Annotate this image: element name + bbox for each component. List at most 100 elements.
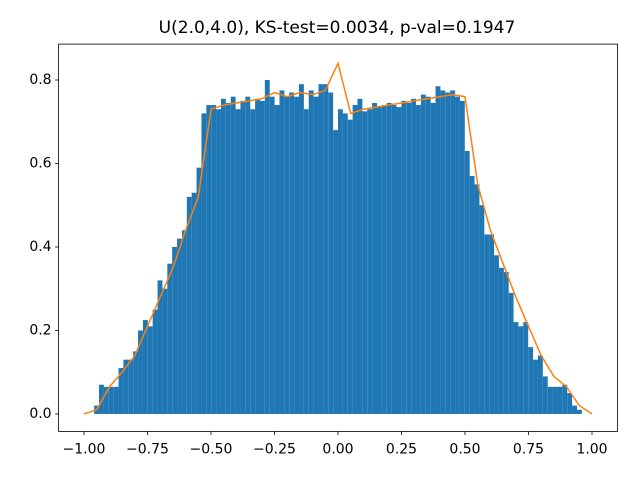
bar (323, 84, 329, 414)
bar (191, 192, 197, 414)
bar (264, 80, 270, 414)
bar (201, 113, 207, 414)
bar (513, 322, 519, 414)
bar (352, 105, 358, 414)
y-tick-label: 0.4 (29, 239, 51, 255)
bar (533, 359, 538, 414)
y-tick-label: 0.2 (29, 322, 51, 338)
bar (147, 326, 153, 414)
bar (303, 109, 309, 414)
bar (118, 368, 124, 414)
bar (338, 109, 343, 414)
bar (138, 330, 143, 414)
bar (128, 359, 134, 414)
bar (542, 376, 548, 414)
bar (108, 386, 114, 414)
bar (245, 96, 251, 414)
bar (401, 100, 407, 414)
bar (308, 90, 314, 414)
bar (294, 96, 299, 414)
bar (274, 105, 280, 414)
bar (435, 86, 441, 414)
bar (386, 102, 392, 414)
bar (528, 347, 534, 414)
bar (557, 386, 563, 414)
x-tick-label: 0.25 (386, 442, 417, 458)
bar (430, 102, 436, 414)
bar (206, 105, 212, 414)
bar (489, 234, 495, 414)
bar (391, 105, 397, 414)
bar (99, 384, 104, 414)
bar (396, 107, 402, 414)
x-tick-label: 0.50 (449, 442, 480, 458)
bar (186, 196, 192, 414)
bar (133, 351, 139, 414)
x-tick-label: −0.75 (126, 442, 169, 458)
bar (269, 96, 275, 414)
bar (552, 386, 558, 414)
bar (289, 92, 295, 414)
bar (381, 105, 387, 414)
bar (474, 184, 480, 414)
bar (162, 288, 168, 414)
x-tick-label: −0.50 (190, 442, 233, 458)
bar (157, 280, 163, 414)
x-tick-label: 0.75 (513, 442, 544, 458)
bar (547, 386, 553, 414)
bar (459, 100, 465, 414)
bar (279, 90, 285, 414)
bar (230, 96, 236, 414)
bar (298, 84, 304, 414)
x-tick-label: 1.00 (576, 442, 607, 458)
bar (508, 292, 514, 414)
bar (469, 176, 475, 414)
bar (235, 109, 241, 414)
bar (362, 111, 368, 414)
bar (425, 96, 431, 414)
x-tick-label: −1.00 (63, 442, 106, 458)
bar (259, 100, 265, 414)
bar (416, 105, 421, 414)
bar (333, 130, 338, 414)
y-tick-label: 0.0 (29, 406, 51, 422)
y-tick-label: 0.8 (29, 72, 51, 88)
bar (357, 98, 363, 414)
bar (367, 109, 373, 414)
bar (406, 102, 412, 414)
bar (494, 255, 499, 414)
bar (567, 393, 573, 414)
bar (313, 96, 319, 414)
bar (377, 107, 382, 414)
bar (172, 246, 178, 414)
bar (347, 119, 353, 414)
y-tick-label: 0.6 (29, 155, 51, 171)
bar (177, 238, 182, 414)
bar (103, 386, 109, 414)
bar (152, 309, 158, 414)
bar (113, 386, 119, 414)
bar (142, 320, 148, 414)
bar (216, 109, 221, 414)
bar (255, 98, 260, 414)
bar (445, 92, 451, 414)
bar (537, 355, 543, 414)
bar (455, 96, 460, 414)
bar (284, 96, 290, 414)
x-tick-label: −0.25 (253, 442, 296, 458)
bar (220, 98, 226, 414)
bar (211, 105, 217, 414)
bar (318, 84, 324, 414)
bar (250, 109, 256, 414)
density-line (83, 61, 593, 415)
bar (523, 322, 529, 414)
bar (342, 113, 348, 414)
bar (503, 272, 509, 414)
bar (196, 167, 202, 414)
bar (181, 230, 187, 414)
bar (562, 384, 568, 414)
bar (450, 90, 456, 414)
chart-title: U(2.0,4.0), KS-test=0.0034, p-val=0.1947 (159, 18, 516, 38)
